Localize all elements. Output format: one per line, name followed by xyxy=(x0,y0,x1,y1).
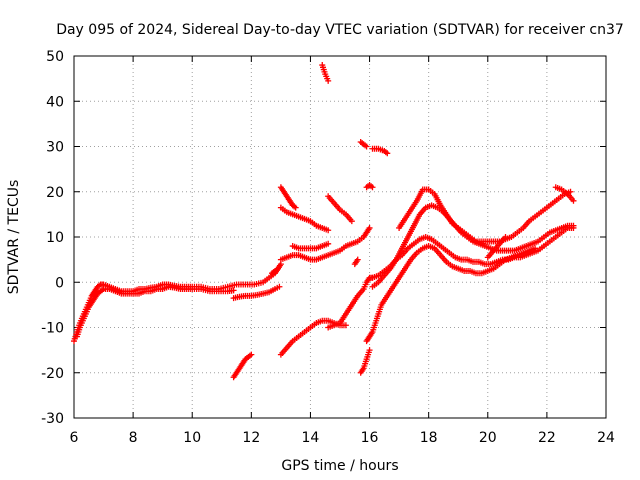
data-point xyxy=(248,351,255,358)
y-tick-label: 0 xyxy=(55,275,64,291)
data-point xyxy=(325,240,332,247)
x-tick-label: 6 xyxy=(70,430,79,446)
data-point xyxy=(348,218,355,225)
y-tick-label: 40 xyxy=(46,94,64,110)
x-tick-label: 8 xyxy=(129,430,138,446)
data-point xyxy=(366,347,373,354)
x-tick-label: 20 xyxy=(479,430,497,446)
data-point xyxy=(342,322,349,329)
x-tick-label: 12 xyxy=(242,430,260,446)
x-tick-label: 24 xyxy=(597,430,615,446)
y-axis-label: SDTVAR / TECUs xyxy=(6,180,22,295)
data-point xyxy=(384,150,391,157)
y-tick-label: 20 xyxy=(46,185,64,201)
data-point xyxy=(276,283,283,290)
data-point xyxy=(366,224,373,231)
data-point xyxy=(502,234,509,240)
y-tick-label: 30 xyxy=(46,140,64,156)
axis-ticks: 6 8 10 12 14 16 18 20 22 24 -30 -20 -10 0 10 20 30 40 50 xyxy=(41,49,615,446)
x-axis-label: GPS time / hours xyxy=(281,458,398,474)
chart-title: Day 095 of 2024, Sidereal Day-to-day VTE… xyxy=(56,22,624,38)
y-tick-label: -10 xyxy=(41,321,64,337)
data-point xyxy=(292,204,299,211)
data-point xyxy=(230,287,237,294)
data-markers xyxy=(71,62,577,381)
data-point xyxy=(363,143,370,150)
x-tick-label: 10 xyxy=(183,430,201,446)
data-point xyxy=(570,222,577,229)
data-point xyxy=(354,256,361,263)
x-tick-label: 22 xyxy=(538,430,556,446)
grid-lines xyxy=(74,56,606,418)
x-tick-label: 16 xyxy=(361,430,379,446)
x-tick-label: 18 xyxy=(420,430,438,446)
y-tick-label: -20 xyxy=(41,366,64,382)
y-tick-label: 50 xyxy=(46,49,64,65)
x-tick-label: 14 xyxy=(302,430,320,446)
data-point xyxy=(325,77,332,84)
y-tick-label: -30 xyxy=(41,411,64,427)
y-tick-label: 10 xyxy=(46,230,64,246)
data-point xyxy=(570,197,577,204)
data-point xyxy=(369,184,376,191)
data-point xyxy=(325,227,332,234)
